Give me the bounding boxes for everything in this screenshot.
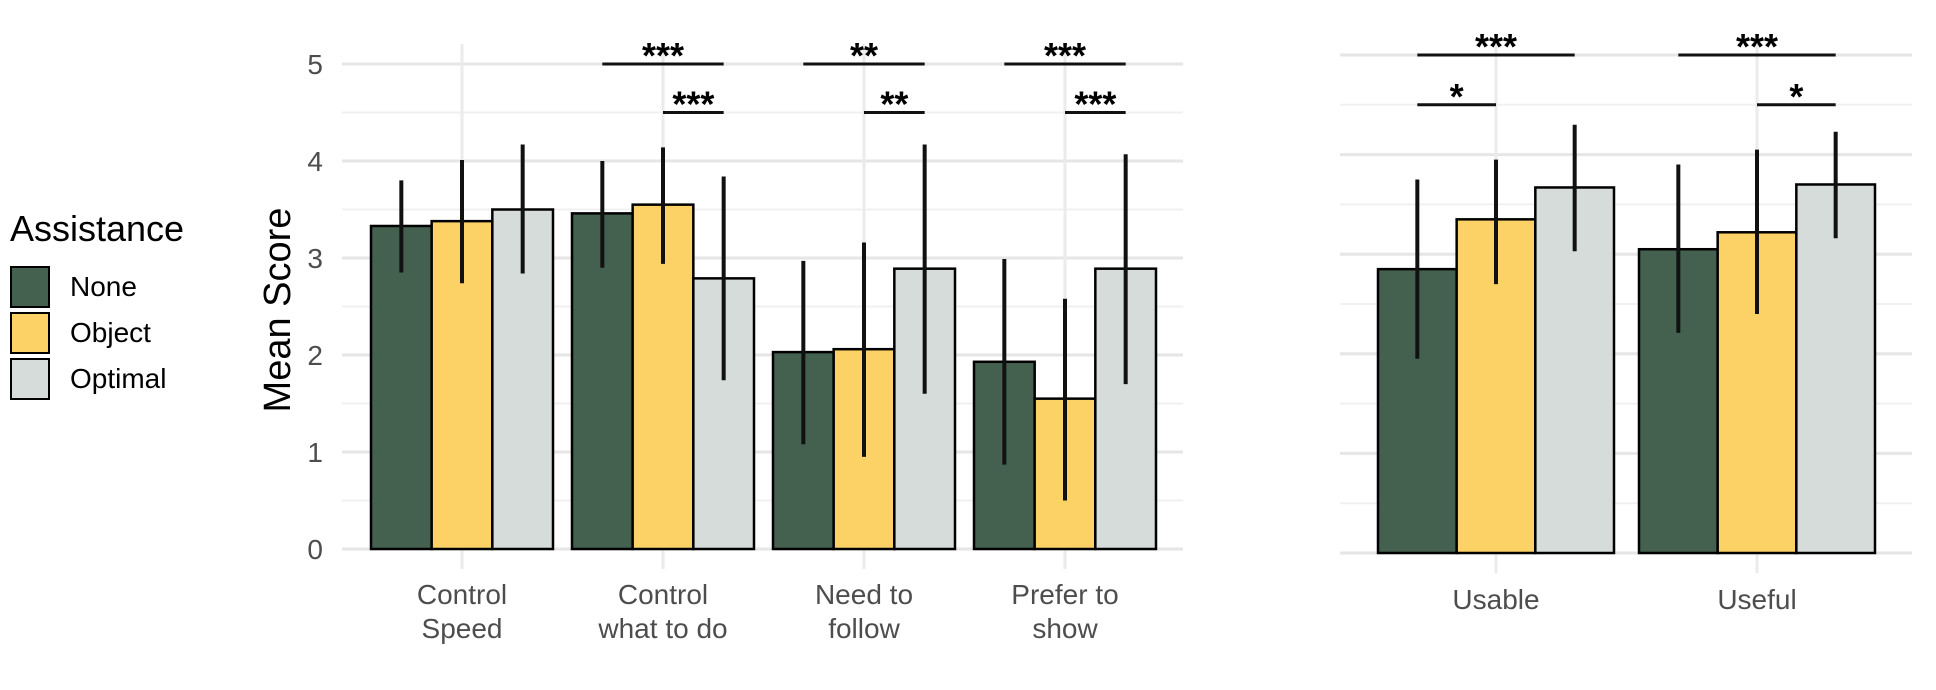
y-tick-label: 0 <box>307 534 323 565</box>
significance-label: * <box>1789 76 1803 117</box>
left-panel: 0 1 2 3 4 5 Control Speed Control what to do Need … <box>307 35 1183 644</box>
x-tick-label: Control Speed <box>417 579 507 644</box>
legend-title: Assistance <box>10 208 185 249</box>
x-tick-label: Prefer to show <box>1011 579 1118 644</box>
legend-swatch-none <box>10 266 50 308</box>
significance-label: * <box>1450 76 1464 117</box>
x-tick-label: Useful <box>1717 584 1796 615</box>
legend-swatch-object <box>10 312 50 354</box>
legend-label-object: Object <box>70 317 151 348</box>
x-tick-label: Usable <box>1452 584 1539 615</box>
significance-label: *** <box>672 84 714 125</box>
legend-item-optimal: Optimal <box>10 356 184 402</box>
y-tick-label: 2 <box>307 340 323 371</box>
x-tick-label: Control what to do <box>597 579 727 644</box>
legend-label-none: None <box>70 271 137 302</box>
significance-label: *** <box>1044 35 1086 76</box>
significance-label: *** <box>1475 26 1517 67</box>
bar-none <box>369 224 433 551</box>
bar-optimal <box>1795 183 1877 555</box>
legend-item-object: Object <box>10 310 184 356</box>
x-tick-label: Need to follow <box>815 579 913 644</box>
legend-item-none: None <box>10 264 184 310</box>
y-tick-label: 3 <box>307 243 323 274</box>
y-tick-label: 1 <box>307 437 323 468</box>
significance-label: *** <box>642 35 684 76</box>
y-axis-label: Mean Score <box>257 208 299 413</box>
significance-label: ** <box>850 35 878 76</box>
significance-label: ** <box>880 84 908 125</box>
legend-swatch-optimal <box>10 358 50 400</box>
significance-label: *** <box>1736 26 1778 67</box>
legend-label-optimal: Optimal <box>70 363 167 394</box>
legend: Assistance None Object Optimal <box>10 208 184 402</box>
y-tick-label: 5 <box>307 49 323 80</box>
y-tick-label: 4 <box>307 146 323 177</box>
right-panel: Usable Useful******** <box>1340 26 1912 615</box>
significance-label: *** <box>1074 84 1116 125</box>
